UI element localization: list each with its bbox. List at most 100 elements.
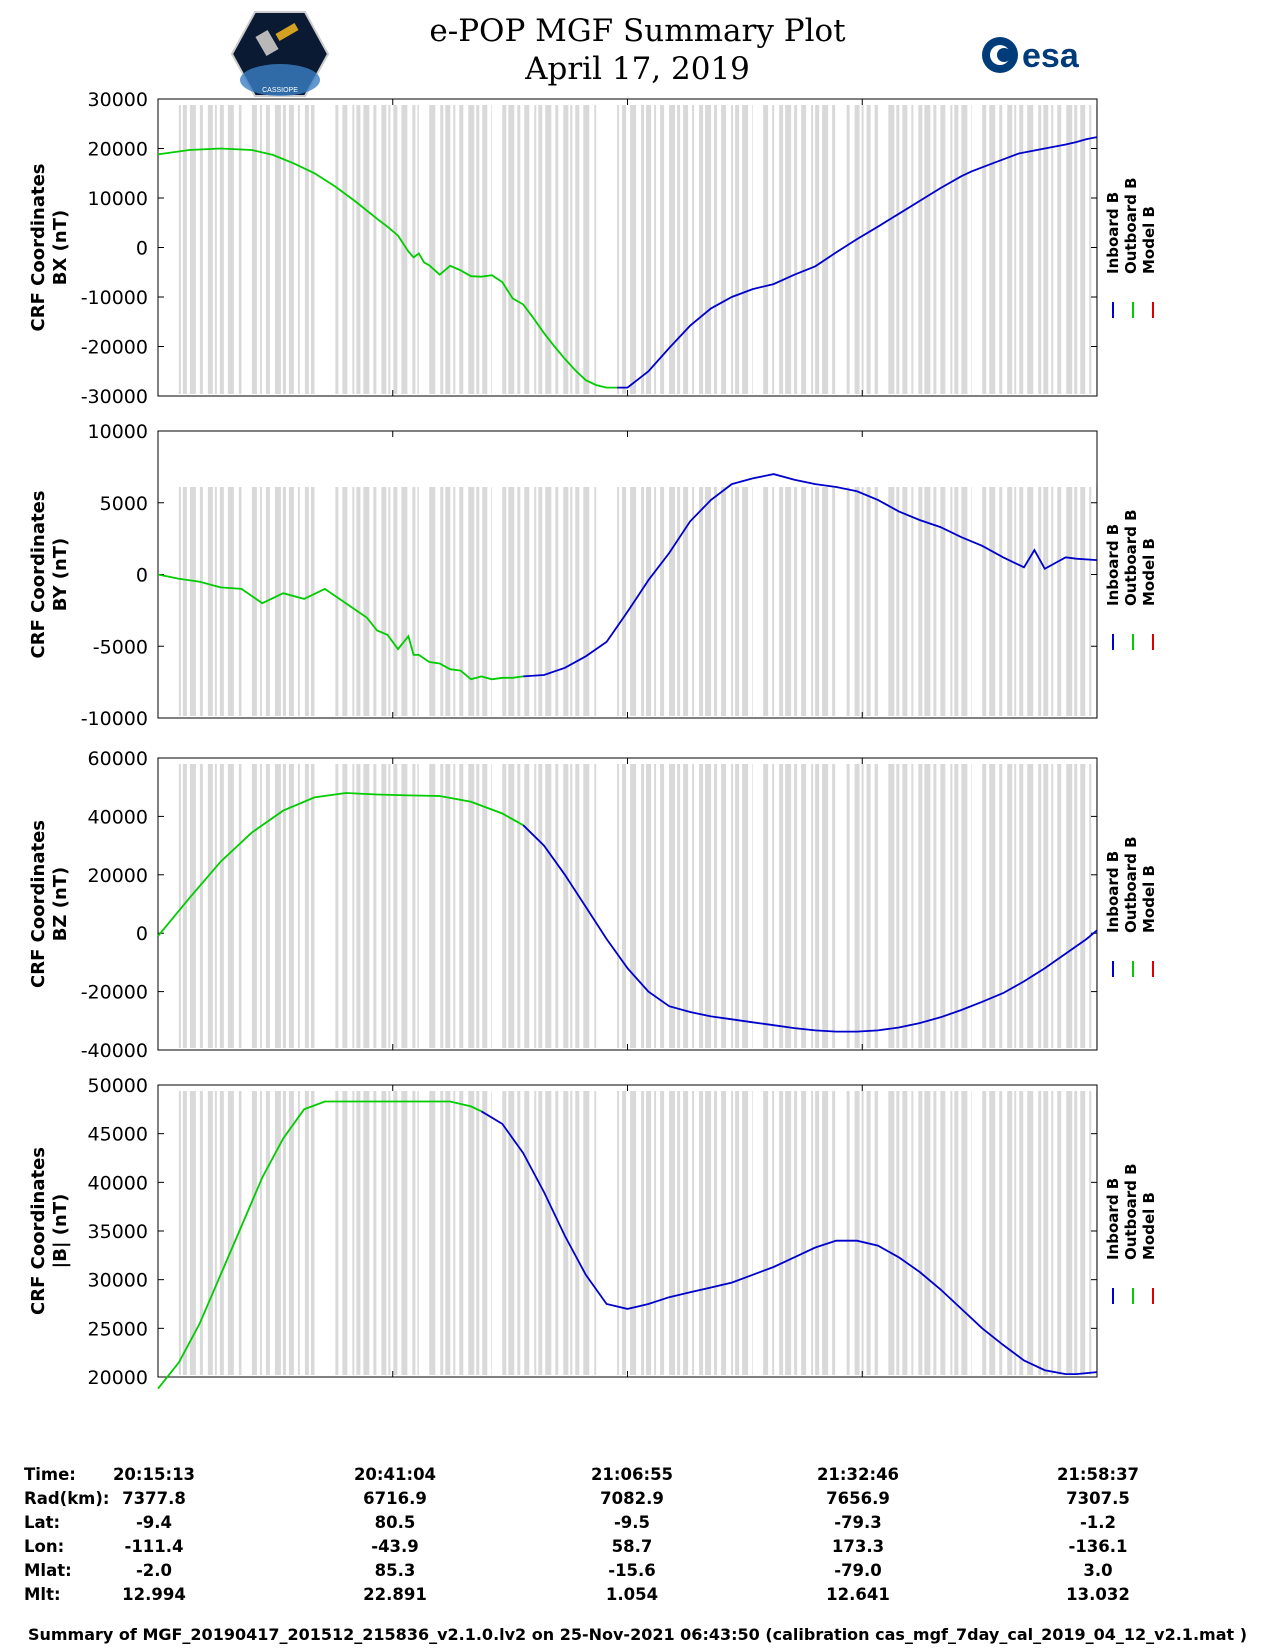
info-row: Rad(km): 7377.8 6716.9 7082.9 7656.9 7307.5	[0, 1489, 1275, 1513]
series-line-inboard-b	[480, 1110, 1098, 1375]
panel-1: 30000 20000 10000 0 -10000 -20000 -30000 CRF Co…	[28, 89, 1158, 408]
info-cell: -9.5	[613, 1513, 651, 1532]
legend-label: Inboard B	[1104, 1178, 1122, 1260]
grey-band	[617, 764, 753, 1048]
y-tick-label: 45000	[88, 1124, 148, 1146]
y-tick-label: 50000	[88, 1075, 148, 1097]
series-line-inboard-b	[523, 473, 1098, 678]
info-row-label: Lat:	[24, 1513, 61, 1532]
y-tick-label: -10000	[81, 287, 148, 309]
panel-4: 50000 45000 40000 35000 30000 25000 20000 CRF C…	[28, 1075, 1158, 1390]
series-line-outboard-b	[157, 1100, 482, 1390]
y-tick-label: 20000	[88, 1367, 148, 1389]
y-axis-label: CRF CoordinatesBY (nT)	[28, 491, 71, 659]
y-tick-label: 20000	[88, 865, 148, 887]
grey-band	[982, 105, 1097, 394]
info-cell: 6716.9	[363, 1489, 427, 1508]
legend: Inboard B Outboard B Model B	[1104, 509, 1158, 650]
legend-label: Outboard B	[1122, 1163, 1140, 1260]
series-line-outboard-b	[157, 147, 618, 389]
plot-title: e-POP MGF Summary Plot April 17, 2019	[0, 12, 1275, 88]
y-tick-label: 35000	[88, 1221, 148, 1243]
grey-band	[335, 487, 419, 716]
info-cell: -136.1	[1068, 1537, 1128, 1556]
panel-3: 60000 40000 20000 0 -20000 -40000 CRF Coordina…	[28, 748, 1158, 1062]
info-cell: 20:41:04	[353, 1465, 437, 1484]
info-cell: 20:15:13	[112, 1465, 196, 1484]
y-tick-label: 30000	[88, 1270, 148, 1292]
y-tick-label: -20000	[81, 337, 148, 359]
y-tick-label: 10000	[88, 421, 148, 443]
panel-2: 10000 5000 0 -5000 -10000 CRF CoordinatesBY (…	[28, 421, 1158, 730]
y-tick-label: 10000	[88, 188, 148, 210]
info-cell: 3.0	[1083, 1561, 1113, 1580]
grey-band	[888, 105, 972, 394]
info-cell: -9.4	[135, 1513, 173, 1532]
legend-label: Outboard B	[1122, 509, 1140, 606]
esa-logo-icon: esa	[982, 37, 1080, 75]
grey-band	[888, 764, 972, 1048]
info-cell: 85.3	[374, 1561, 416, 1580]
grey-band	[502, 105, 597, 394]
grey-band	[763, 764, 836, 1048]
y-tick-label: 5000	[100, 493, 148, 515]
info-row-label: Time:	[24, 1465, 76, 1484]
info-cell: 22.891	[363, 1585, 427, 1604]
y-tick-label: 20000	[88, 139, 148, 161]
info-cell: 12.994	[122, 1585, 186, 1604]
grey-band	[763, 487, 836, 716]
title-line-1: e-POP MGF Summary Plot	[429, 13, 846, 49]
grey-band	[763, 105, 836, 394]
legend: Inboard B Outboard B Model B	[1104, 836, 1158, 977]
grey-band	[617, 1091, 753, 1375]
grey-band	[888, 487, 972, 716]
legend-label: Outboard B	[1122, 836, 1140, 933]
grey-band	[251, 1091, 315, 1375]
grey-band	[335, 105, 419, 394]
grey-band	[617, 487, 753, 716]
info-cell: -1.2	[1079, 1513, 1117, 1532]
grey-band	[251, 105, 315, 394]
legend-label: Inboard B	[1104, 851, 1122, 933]
info-cell: 21:58:37	[1056, 1465, 1140, 1484]
series-line-outboard-b	[157, 792, 524, 937]
series-line-inboard-b	[617, 136, 1098, 389]
footer-summary: Summary of MGF_20190417_201512_215836_v2…	[27, 1625, 1248, 1644]
grey-band	[429, 487, 492, 716]
y-tick-label: -5000	[93, 636, 148, 658]
legend-label: Model B	[1140, 865, 1158, 933]
info-cell: 21:06:55	[590, 1465, 674, 1484]
legend-label: Inboard B	[1104, 524, 1122, 606]
grey-band	[763, 1091, 836, 1375]
info-cell: 58.7	[611, 1537, 653, 1556]
y-tick-label: 0	[136, 565, 148, 587]
info-cell: 12.641	[826, 1585, 890, 1604]
info-row: Mlt: 12.994 22.891 1.054 12.641 13.032	[0, 1585, 1275, 1609]
info-row-label: Mlat:	[24, 1561, 72, 1580]
info-cell: -79.0	[834, 1561, 882, 1580]
y-tick-label: -40000	[81, 1040, 148, 1062]
series-line-inboard-b	[522, 824, 1098, 1033]
info-row: Lon: -111.4 -43.9 58.7 173.3 -136.1	[0, 1537, 1275, 1561]
info-cell: 80.5	[374, 1513, 416, 1532]
y-tick-label: 30000	[88, 89, 148, 111]
y-axis-label: CRF Coordinates|B| (nT)	[28, 1147, 71, 1315]
legend: Inboard B Outboard B Model B	[1104, 177, 1158, 318]
legend-label: Inboard B	[1104, 192, 1122, 274]
cassiope-logo-icon: CASSIOPE	[230, 11, 330, 97]
grey-band	[846, 105, 878, 394]
y-tick-label: -10000	[81, 708, 148, 730]
info-row: Lat: -9.4 80.5 -9.5 -79.3 -1.2	[0, 1513, 1275, 1537]
grey-band	[251, 764, 315, 1048]
info-row: Mlat: -2.0 85.3 -15.6 -79.0 3.0	[0, 1561, 1275, 1585]
info-cell: 7377.8	[122, 1489, 186, 1508]
grey-band	[617, 105, 753, 394]
grey-band	[982, 764, 1097, 1048]
info-row-label: Lon:	[24, 1537, 65, 1556]
grey-band	[982, 1091, 1097, 1375]
grey-band	[429, 1091, 492, 1375]
grey-band	[846, 764, 878, 1048]
legend: Inboard B Outboard B Model B	[1104, 1163, 1158, 1304]
info-cell: 13.032	[1066, 1585, 1130, 1604]
